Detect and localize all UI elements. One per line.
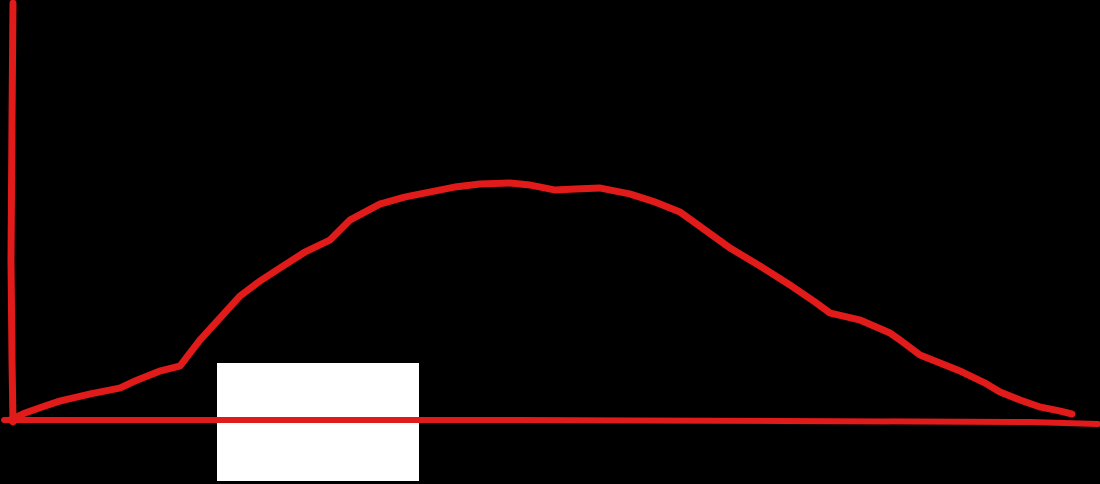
x-axis-line — [1, 417, 1100, 427]
bell-curve-line — [6, 179, 1076, 424]
y-axis-line — [7, 0, 17, 426]
